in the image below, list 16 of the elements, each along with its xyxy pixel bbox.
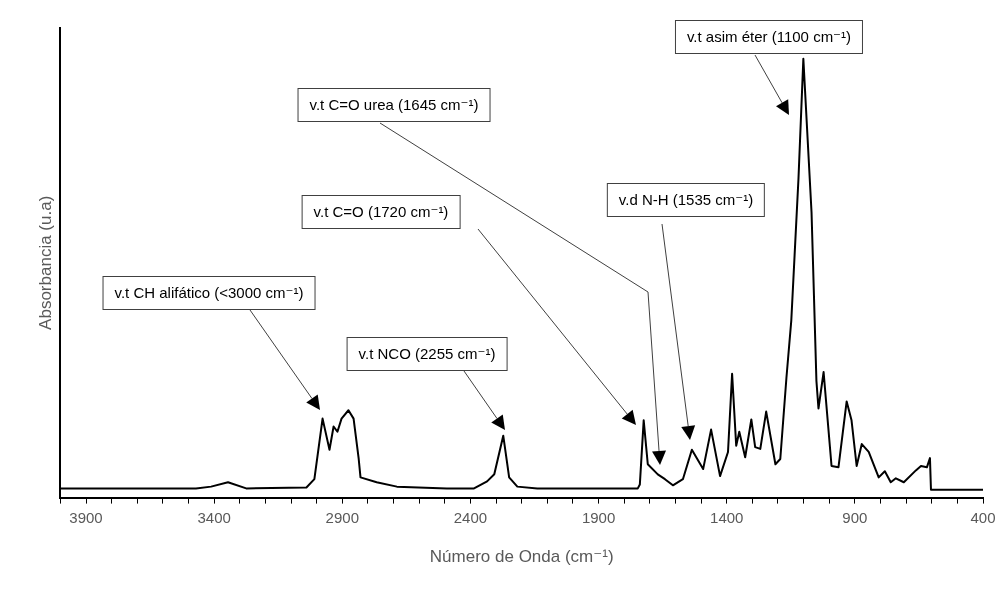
annotation: v.t NCO (2255 cm⁻¹) [346,337,508,371]
annotation: v.d N-H (1535 cm⁻¹) [606,183,766,217]
x-tick-label: 900 [842,508,868,526]
annotation: v.t CH alifático (<3000 cm⁻¹) [102,276,316,310]
x-tick-label: 2400 [453,508,488,526]
x-tick-label: 1400 [710,508,744,526]
annotation: v.t C=O (1720 cm⁻¹) [301,195,461,229]
x-tick-label: 3900 [69,508,103,526]
x-tick-label: 3400 [197,508,231,526]
y-axis-title: Absorbancia (u.a) [35,195,55,330]
text: v.t asim éter (1100 cm⁻¹) [674,20,864,54]
x-tick-label: 1900 [581,508,616,526]
annotation: v.t C=O urea (1645 cm⁻¹) [297,88,491,122]
x-tick-label: 400 [970,508,996,526]
x-tick-label: 2900 [325,508,359,526]
x-axis-title: Número de Onda (cm⁻¹) [429,547,614,567]
